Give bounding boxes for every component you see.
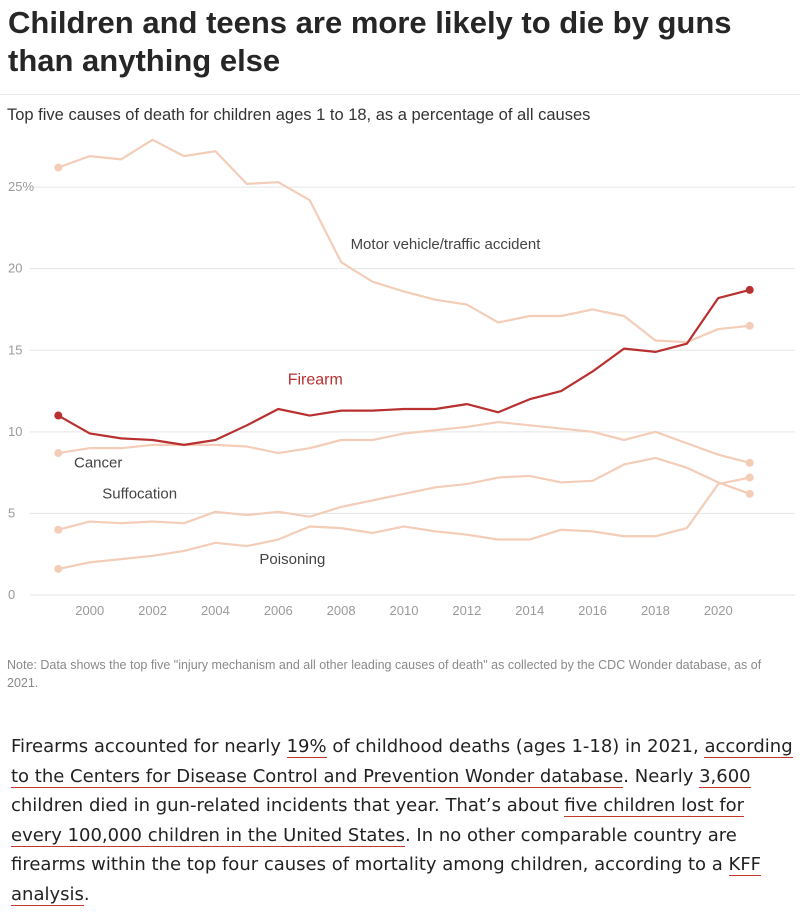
y-tick-label: 10 [8, 424, 22, 439]
x-tick-label: 2010 [390, 603, 419, 618]
headline: Children and teens are more likely to di… [8, 5, 732, 78]
x-tick-label: 2002 [138, 603, 167, 618]
article-text-1: Firearms accounted for nearly [11, 736, 287, 757]
chart-note: Note: Data shows the top five "injury me… [7, 658, 762, 690]
article-text-6: . [83, 883, 90, 905]
data-point-motor-vehicle-traffic-accident [745, 321, 754, 330]
data-point-firearm [54, 411, 63, 420]
link-3600[interactable]: 3,600 [699, 765, 751, 788]
x-tick-label: 2014 [515, 603, 544, 618]
x-tick-label: 2018 [641, 603, 670, 618]
article-text-4: children died in gun-related incidents t… [11, 795, 565, 816]
y-tick-label: 0 [8, 587, 15, 602]
data-point-suffocation [54, 525, 63, 534]
series-line-suffocation [58, 456, 751, 531]
data-point-cancer [54, 449, 63, 458]
x-tick-label: 2020 [704, 603, 733, 618]
series-label-motor-vehicle-traffic-accident: Motor vehicle/traffic accident [351, 236, 542, 253]
y-tick-label: 5 [8, 505, 15, 520]
series-label-cancer: Cancer [74, 455, 122, 472]
article-text-2: of childhood deaths (ages 1-18) in 2021, [326, 736, 705, 757]
line-chart: 0 5 10 15 20 25% 2000 2002 2004 2006 2008 2010 2012… [8, 138, 795, 618]
article-paragraph: Firearms accounted for nearly 19% of chi… [11, 732, 796, 909]
series-label-suffocation: Suffocation [102, 486, 177, 503]
data-point-suffocation [745, 489, 754, 498]
y-tick-label: 25% [8, 179, 34, 194]
series-label-poisoning: Poisoning [259, 551, 325, 568]
x-tick-label: 2004 [201, 603, 230, 618]
y-tick-label: 20 [8, 261, 22, 276]
article-text-5: . In no other comparable country are fir… [11, 824, 737, 876]
link-cdc-wonder[interactable]: according to the Centers for Disease Con… [11, 736, 793, 788]
x-tick-label: 2012 [452, 603, 481, 618]
series-line-poisoning [58, 476, 750, 570]
y-axis-ticks: 0 5 10 15 20 25% [8, 179, 34, 602]
x-tick-label: 2000 [75, 603, 104, 618]
data-point-motor-vehicle-traffic-accident [54, 163, 63, 172]
series-labels: Motor vehicle/traffic accident Firearm Can… [74, 236, 541, 568]
y-tick-label: 15 [8, 342, 22, 357]
link-kff-analysis[interactable]: KFF analysis [11, 854, 762, 906]
data-point-firearm [745, 285, 754, 294]
x-tick-label: 2006 [264, 603, 293, 618]
x-tick-label: 2008 [327, 603, 356, 618]
series-line-cancer [58, 420, 750, 464]
link-five-children[interactable]: five children lost for every 100,000 chi… [11, 795, 745, 847]
chart-subtitle: Top five causes of death for children ag… [7, 106, 591, 124]
header-divider [0, 94, 800, 95]
x-tick-label: 2016 [578, 603, 607, 618]
series-line-motor-vehicle-traffic-accident [57, 138, 750, 344]
x-axis-ticks: 2000 2002 2004 2006 2008 2010 2012 2014 2016 2018… [75, 603, 732, 618]
data-point-poisoning [54, 564, 63, 573]
data-point-cancer [745, 458, 754, 467]
series-label-firearm: Firearm [288, 372, 343, 389]
data-point-poisoning [745, 473, 754, 482]
series-line-firearm [57, 288, 750, 446]
series-lines [54, 138, 754, 573]
article-text-3: . Nearly [623, 765, 700, 787]
link-19-percent[interactable]: 19% [286, 736, 327, 758]
